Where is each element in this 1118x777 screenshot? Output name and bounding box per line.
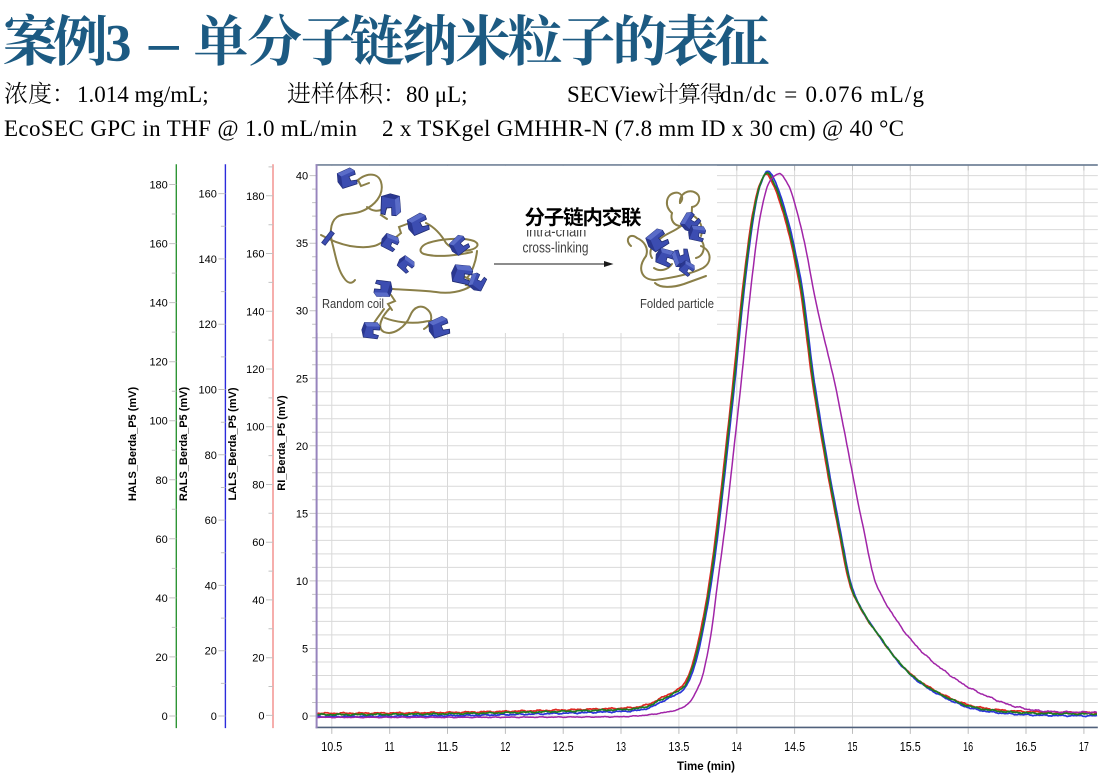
- svg-text:180: 180: [149, 180, 167, 192]
- svg-text:100: 100: [246, 422, 264, 434]
- svg-text:12: 12: [500, 740, 510, 754]
- svg-text:140: 140: [199, 254, 217, 266]
- svg-text:40: 40: [296, 171, 308, 183]
- svg-text:160: 160: [246, 249, 264, 261]
- svg-text:cross-linking: cross-linking: [523, 240, 589, 257]
- svg-text:35: 35: [296, 238, 308, 250]
- svg-text:15.5: 15.5: [900, 740, 921, 754]
- svg-text:40: 40: [205, 580, 217, 592]
- svg-text:100: 100: [149, 416, 167, 428]
- svg-text:RI_Berda_P5 (mV): RI_Berda_P5 (mV): [276, 395, 288, 491]
- svg-text:SECView: SECView: [567, 82, 658, 107]
- svg-text:40: 40: [156, 593, 168, 605]
- svg-text:60: 60: [252, 537, 264, 549]
- svg-text:60: 60: [156, 534, 168, 546]
- svg-text:20: 20: [156, 652, 168, 664]
- svg-text:30: 30: [296, 306, 308, 318]
- svg-text:EcoSEC GPC in THF @ 1.0 mL/min: EcoSEC GPC in THF @ 1.0 mL/min: [4, 116, 358, 141]
- svg-text:80: 80: [205, 450, 217, 462]
- svg-text:20: 20: [205, 646, 217, 658]
- svg-text:0: 0: [162, 711, 168, 723]
- svg-text:14: 14: [732, 740, 742, 754]
- svg-text:14.5: 14.5: [784, 740, 805, 754]
- svg-text:15: 15: [847, 740, 857, 754]
- svg-text:60: 60: [205, 515, 217, 527]
- svg-text:180: 180: [246, 191, 264, 203]
- svg-text:5: 5: [302, 643, 308, 655]
- svg-text:13: 13: [616, 740, 626, 754]
- svg-text:140: 140: [149, 298, 167, 310]
- svg-text:Folded particle: Folded particle: [640, 296, 714, 311]
- svg-text:LALS_Berda_P5 (mV): LALS_Berda_P5 (mV): [227, 387, 239, 500]
- svg-text:25: 25: [296, 373, 308, 385]
- svg-text:20: 20: [252, 653, 264, 665]
- svg-text:17: 17: [1079, 740, 1089, 754]
- svg-text:1.014 mg/mL;: 1.014 mg/mL;: [77, 82, 209, 107]
- svg-text:0: 0: [258, 710, 264, 722]
- svg-text:RALS_Berda_P5 (mV): RALS_Berda_P5 (mV): [178, 387, 190, 502]
- svg-text:Time (min): Time (min): [677, 761, 735, 773]
- svg-text:80 μL;: 80 μL;: [406, 82, 468, 107]
- svg-text:0: 0: [211, 711, 217, 723]
- svg-text:120: 120: [246, 364, 264, 376]
- svg-text:16.5: 16.5: [1016, 740, 1037, 754]
- svg-text:20: 20: [296, 441, 308, 453]
- svg-text:HALS_Berda_P5 (mV): HALS_Berda_P5 (mV): [127, 387, 139, 502]
- svg-text:40: 40: [252, 595, 264, 607]
- svg-text:13.5: 13.5: [668, 740, 689, 754]
- svg-text:120: 120: [149, 357, 167, 369]
- svg-text:11.5: 11.5: [437, 740, 458, 754]
- svg-text:10: 10: [296, 576, 308, 588]
- svg-text:120: 120: [199, 319, 217, 331]
- svg-text:12.5: 12.5: [553, 740, 574, 754]
- svg-text:80: 80: [156, 475, 168, 487]
- svg-text:2 x TSKgel GMHHR-N (7.8 mm ID: 2 x TSKgel GMHHR-N (7.8 mm ID x 30 cm) @…: [382, 116, 904, 141]
- svg-text:160: 160: [149, 239, 167, 251]
- svg-text:intra-chain: intra-chain: [526, 224, 586, 241]
- svg-text:0: 0: [302, 711, 308, 723]
- svg-text:15: 15: [296, 508, 308, 520]
- svg-text:80: 80: [252, 479, 264, 491]
- svg-text:100: 100: [199, 385, 217, 397]
- svg-text:Random coil: Random coil: [322, 296, 384, 311]
- svg-text:16: 16: [963, 740, 973, 754]
- svg-text:160: 160: [199, 189, 217, 201]
- svg-text:dn/dc = 0.076 mL/g: dn/dc = 0.076 mL/g: [720, 82, 925, 107]
- svg-text:11: 11: [385, 740, 395, 754]
- svg-text:10.5: 10.5: [321, 740, 342, 754]
- svg-text:140: 140: [246, 306, 264, 318]
